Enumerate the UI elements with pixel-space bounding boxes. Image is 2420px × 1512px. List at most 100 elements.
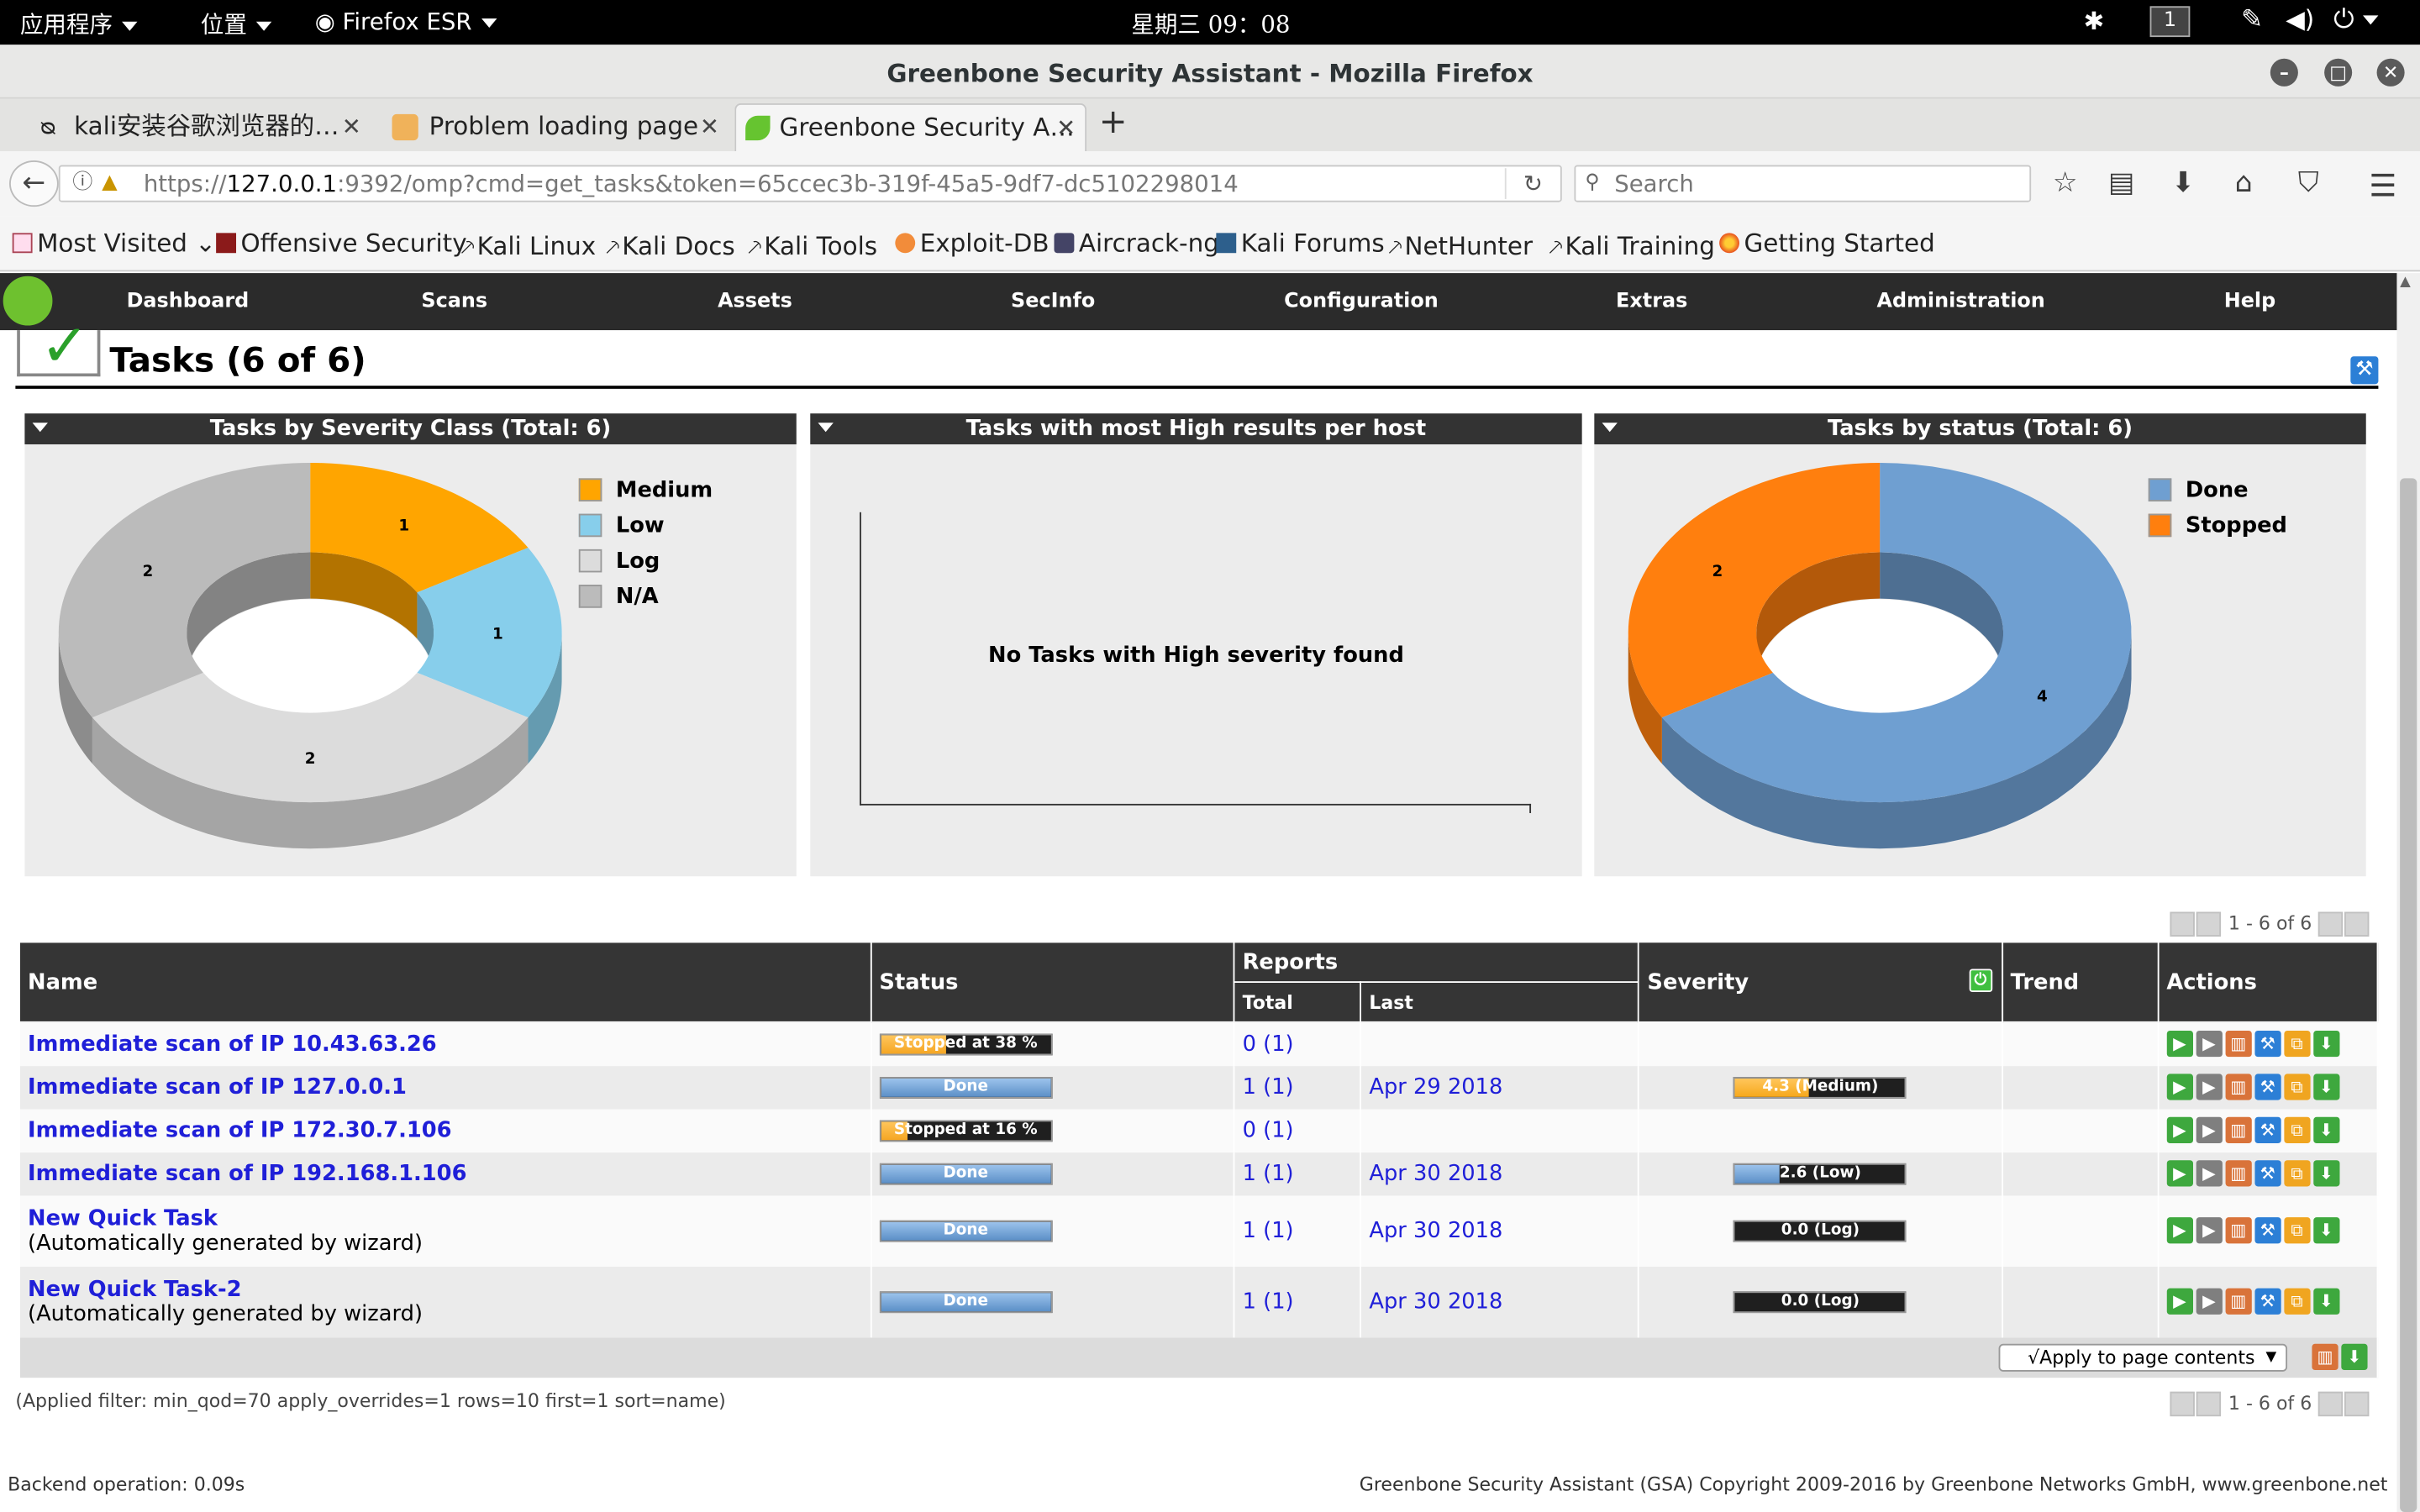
minimize-button[interactable]: – bbox=[2270, 58, 2298, 87]
task-name-link[interactable]: Immediate scan of IP 192.168.1.106 bbox=[28, 1161, 467, 1186]
tab-kali-chrome[interactable]: ᴓ kali安装谷歌浏览器的… ✕ bbox=[31, 103, 371, 151]
resume-icon[interactable]: ▶ bbox=[2196, 1116, 2223, 1144]
info-icon[interactable]: ⓘ bbox=[72, 171, 93, 195]
status-progress-bar[interactable]: Done bbox=[879, 1162, 1053, 1184]
bookmark-nethunter[interactable]: ⸕NetHunter bbox=[1386, 231, 1534, 261]
bookmark-kali-training[interactable]: ⸕Kali Training bbox=[1546, 231, 1715, 261]
menu-dashboard[interactable]: Dashboard bbox=[126, 290, 250, 313]
menu-administration[interactable]: Administration bbox=[1876, 290, 2045, 313]
task-name-link[interactable]: New Quick Task bbox=[28, 1205, 218, 1231]
reports-total-link[interactable]: 1 bbox=[1242, 1289, 1256, 1314]
url-text[interactable]: https://127.0.0.1:9392/omp?cmd=get_tasks… bbox=[143, 170, 1239, 198]
col-severity[interactable]: Severity ⏻ bbox=[1638, 941, 2003, 1023]
bulk-trashcan-icon[interactable]: ▥ bbox=[2312, 1343, 2338, 1371]
bookmark-exploit-db[interactable]: Exploit-DB bbox=[895, 228, 1050, 258]
export-icon[interactable]: ⬇ bbox=[2312, 1288, 2340, 1315]
trashcan-icon[interactable]: ▥ bbox=[2225, 1031, 2252, 1058]
reports-total-link[interactable]: 1 bbox=[1242, 1218, 1256, 1243]
task-name-link[interactable]: Immediate scan of IP 172.30.7.106 bbox=[28, 1117, 452, 1143]
reports-count-link[interactable]: (1) bbox=[1263, 1218, 1294, 1243]
home-icon[interactable]: ⌂ bbox=[2234, 166, 2253, 199]
col-total[interactable]: Total bbox=[1233, 981, 1362, 1023]
reports-count-link[interactable]: (1) bbox=[1263, 1289, 1294, 1314]
resume-icon[interactable]: ▶ bbox=[2196, 1160, 2223, 1187]
panel-menu-icon[interactable] bbox=[32, 423, 48, 433]
clone-icon[interactable]: ⧉ bbox=[2283, 1160, 2311, 1187]
trashcan-icon[interactable]: ▥ bbox=[2225, 1288, 2252, 1315]
greenbone-logo[interactable] bbox=[0, 273, 56, 329]
pocket-icon[interactable]: ⛉ bbox=[2297, 166, 2319, 199]
people-icon[interactable]: ✱ bbox=[2083, 6, 2105, 36]
last-page-icon[interactable] bbox=[2344, 1391, 2369, 1417]
reports-total-link[interactable]: 0 bbox=[1242, 1117, 1256, 1143]
search-input[interactable]: ⚲ Search bbox=[1574, 165, 2032, 202]
edit-icon[interactable]: ⚒ bbox=[2254, 1217, 2281, 1244]
status-progress-bar[interactable]: Done bbox=[879, 1290, 1053, 1313]
last-page-icon[interactable] bbox=[2344, 911, 2369, 937]
app-menu[interactable]: ◉ Firefox ESR bbox=[315, 8, 497, 35]
start-icon[interactable]: ▶ bbox=[2166, 1288, 2193, 1315]
clone-icon[interactable]: ⧉ bbox=[2283, 1116, 2311, 1144]
bookmark-kali-linux[interactable]: ⸕Kali Linux bbox=[458, 231, 597, 261]
start-icon[interactable]: ▶ bbox=[2166, 1074, 2193, 1100]
clock[interactable]: 星期三 09：08 bbox=[1131, 10, 1291, 39]
edit-icon[interactable]: ⚒ bbox=[2254, 1116, 2281, 1144]
export-icon[interactable]: ⬇ bbox=[2312, 1074, 2340, 1100]
last-report-link[interactable]: Apr 30 2018 bbox=[1369, 1161, 1503, 1186]
reports-total-link[interactable]: 0 bbox=[1242, 1032, 1256, 1057]
reload-icon[interactable]: ↻ bbox=[1523, 170, 1543, 198]
url-bar[interactable]: ⓘ ▲ https://127.0.0.1:9392/omp?cmd=get_t… bbox=[58, 165, 1562, 202]
hamburger-menu-icon[interactable]: ☰ bbox=[2369, 166, 2397, 204]
workspace-indicator[interactable]: 1 bbox=[2149, 6, 2191, 38]
last-report-link[interactable]: Apr 30 2018 bbox=[1369, 1289, 1503, 1314]
menu-help[interactable]: Help bbox=[2223, 290, 2276, 313]
trashcan-icon[interactable]: ▥ bbox=[2225, 1160, 2252, 1187]
back-button[interactable]: ← bbox=[9, 160, 59, 207]
bookmark-aircrack[interactable]: Aircrack-ng bbox=[1054, 228, 1219, 258]
first-page-icon[interactable] bbox=[2170, 1391, 2195, 1417]
last-report-link[interactable]: Apr 30 2018 bbox=[1369, 1218, 1503, 1243]
menu-extras[interactable]: Extras bbox=[1616, 290, 1688, 313]
trashcan-icon[interactable]: ▥ bbox=[2225, 1116, 2252, 1144]
bookmark-kali-forums[interactable]: Kali Forums bbox=[1216, 228, 1385, 258]
apply-to-page-select[interactable]: √Apply to page contents ▼ bbox=[1998, 1342, 2288, 1371]
start-icon[interactable]: ▶ bbox=[2166, 1031, 2193, 1058]
task-name-link[interactable]: Immediate scan of IP 10.43.63.26 bbox=[28, 1032, 437, 1057]
reports-count-link[interactable]: (1) bbox=[1263, 1161, 1294, 1186]
bookmark-most-visited[interactable]: Most Visited ⌄ bbox=[12, 228, 216, 258]
edit-icon[interactable]: ⚒ bbox=[2254, 1160, 2281, 1187]
volume-icon[interactable]: ◀) bbox=[2286, 4, 2315, 34]
export-icon[interactable]: ⬇ bbox=[2312, 1116, 2340, 1144]
last-report-link[interactable]: Apr 29 2018 bbox=[1369, 1074, 1503, 1100]
prev-page-icon[interactable] bbox=[2196, 1391, 2222, 1417]
status-progress-bar[interactable]: Stopped at 16 % bbox=[879, 1119, 1053, 1142]
close-tab-icon[interactable]: ✕ bbox=[341, 113, 361, 141]
menu-configuration[interactable]: Configuration bbox=[1284, 290, 1439, 313]
clone-icon[interactable]: ⧉ bbox=[2283, 1074, 2311, 1100]
menu-assets[interactable]: Assets bbox=[718, 290, 792, 313]
reports-total-link[interactable]: 1 bbox=[1242, 1161, 1256, 1186]
insecure-lock-icon[interactable]: ▲ bbox=[102, 171, 118, 195]
start-icon[interactable]: ▶ bbox=[2166, 1160, 2193, 1187]
export-icon[interactable]: ⬇ bbox=[2312, 1160, 2340, 1187]
clone-icon[interactable]: ⧉ bbox=[2283, 1031, 2311, 1058]
col-status[interactable]: Status bbox=[870, 941, 1235, 1023]
reports-count-link[interactable]: (1) bbox=[1263, 1074, 1294, 1100]
panel-menu-icon[interactable] bbox=[1602, 423, 1618, 433]
bookmark-star-icon[interactable]: ☆ bbox=[2052, 166, 2078, 199]
panel-menu-icon[interactable] bbox=[818, 423, 834, 433]
reading-list-icon[interactable]: ▤ bbox=[2107, 166, 2135, 199]
resume-icon[interactable]: ▶ bbox=[2196, 1288, 2223, 1315]
apps-menu[interactable]: 应用程序 bbox=[20, 8, 138, 40]
new-tab-button[interactable]: + bbox=[1098, 103, 1128, 142]
bulk-export-icon[interactable]: ⬇ bbox=[2341, 1343, 2368, 1371]
menu-secinfo[interactable]: SecInfo bbox=[1011, 290, 1096, 313]
close-tab-icon[interactable]: ✕ bbox=[699, 113, 719, 141]
edit-icon[interactable]: ⚒ bbox=[2254, 1074, 2281, 1100]
trashcan-icon[interactable]: ▥ bbox=[2225, 1217, 2252, 1244]
start-icon[interactable]: ▶ bbox=[2166, 1116, 2193, 1144]
reports-count-link[interactable]: (1) bbox=[1263, 1032, 1294, 1057]
bookmark-kali-tools[interactable]: ⸕Kali Tools bbox=[745, 231, 878, 261]
next-page-icon[interactable] bbox=[2317, 911, 2343, 937]
export-icon[interactable]: ⬇ bbox=[2312, 1217, 2340, 1244]
